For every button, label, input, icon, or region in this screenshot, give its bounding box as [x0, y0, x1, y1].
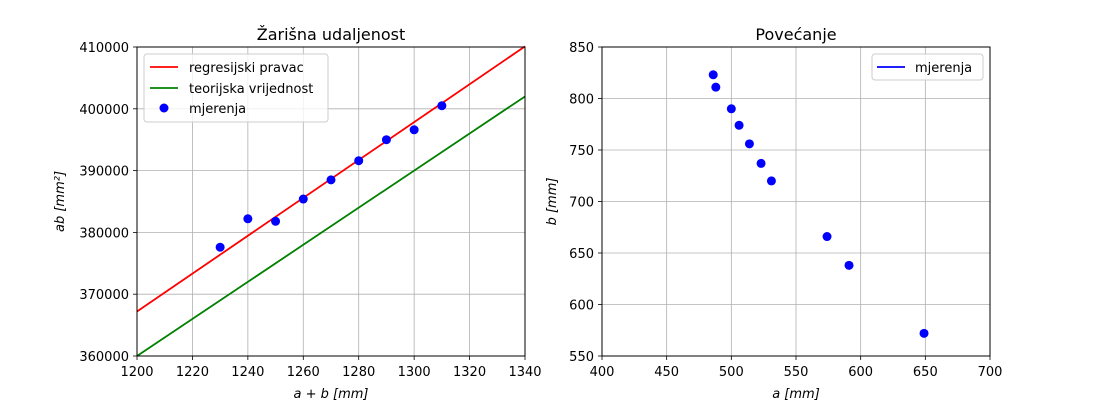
chart-marks [136, 45, 526, 357]
x-axis-label: a + b [mm] [294, 387, 369, 400]
y-axis-label: b [mm] [545, 178, 560, 226]
y-tick-label: 390000 [79, 165, 129, 180]
series-line-teorijska-vrijednost [136, 95, 526, 357]
legend-label-measurements: mjerenja [915, 61, 972, 76]
data-point-mjerenja [381, 135, 391, 145]
ticks: 400 450 500 550 600 650 700 550 600 650 700 750 800 8… [569, 41, 1002, 380]
y-tick-label: 370000 [79, 288, 129, 303]
legend-box [143, 53, 329, 123]
data-point-mjerenja [756, 158, 766, 168]
legend-box [871, 53, 984, 81]
y-axis-label: ab [mm²] [53, 171, 68, 232]
legend: regresijski pravac teorijska vrijednost … [143, 53, 329, 123]
data-point-mjerenja [919, 328, 929, 338]
y-tick-label: 750 [569, 144, 594, 159]
x-tick-label: 400 [590, 365, 615, 380]
y-tick-label: 850 [569, 41, 594, 56]
data-point-mjerenja [766, 176, 776, 186]
data-point-mjerenja [243, 214, 253, 224]
y-tick-label: 380000 [79, 226, 129, 241]
x-tick-label: 1300 [398, 365, 431, 380]
legend-marker-measurements [159, 103, 169, 113]
ticks: 1200 1220 1240 1260 1280 1300 1320 1340 360000 37… [79, 41, 541, 380]
data-point-mjerenja [215, 242, 225, 252]
x-tick-label: 500 [719, 365, 744, 380]
legend: mjerenja [871, 53, 984, 81]
x-tick-label: 1260 [287, 365, 320, 380]
chart-title: Povećanje [755, 25, 836, 44]
x-tick-label: 450 [654, 365, 679, 380]
data-point-mjerenja [726, 104, 736, 114]
data-point-mjerenja [711, 82, 721, 92]
data-point-mjerenja [708, 70, 718, 80]
x-tick-label: 1280 [342, 365, 375, 380]
data-point-mjerenja [734, 120, 744, 130]
x-tick-label: 650 [913, 365, 938, 380]
chart-marks [708, 70, 929, 338]
plot-frame [136, 46, 526, 357]
y-tick-label: 400000 [79, 103, 129, 118]
data-point-mjerenja [409, 125, 419, 135]
data-point-mjerenja [354, 156, 364, 166]
x-tick-label: 550 [784, 365, 809, 380]
legend-label-measurements: mjerenja [189, 102, 246, 117]
y-tick-label: 600 [569, 299, 594, 314]
x-tick-label: 1200 [120, 365, 153, 380]
focal-length-chart: Žarišna udaljenost 1200 1220 1240 1260 1280 1… [53, 25, 542, 402]
x-tick-label: 1220 [176, 365, 209, 380]
data-point-mjerenja [326, 175, 336, 185]
y-tick-label: 650 [569, 247, 594, 262]
magnification-chart: Povećanje 400 450 500 550 600 650 700 550 600 650… [545, 25, 1002, 402]
data-point-mjerenja [844, 260, 854, 270]
y-tick-label: 360000 [79, 350, 129, 365]
data-point-mjerenja [271, 216, 281, 226]
y-tick-label: 550 [569, 350, 594, 365]
data-point-mjerenja [822, 232, 832, 242]
chart-title: Žarišna udaljenost [257, 25, 406, 44]
x-axis-label: a [mm] [772, 387, 820, 400]
data-point-mjerenja [437, 101, 447, 111]
x-tick-label: 700 [978, 365, 1003, 380]
y-tick-label: 410000 [79, 41, 129, 56]
x-tick-label: 1240 [231, 365, 264, 380]
y-tick-label: 800 [569, 93, 594, 108]
y-tick-label: 700 [569, 196, 594, 211]
data-point-mjerenja [298, 194, 308, 204]
data-point-mjerenja [744, 139, 754, 149]
legend-label-theoretical: teorijska vrijednost [189, 82, 313, 97]
legend-label-regression: regresijski pravac [189, 61, 304, 76]
x-tick-label: 1340 [508, 365, 541, 380]
x-tick-label: 1320 [453, 365, 486, 380]
x-tick-label: 600 [848, 365, 873, 380]
